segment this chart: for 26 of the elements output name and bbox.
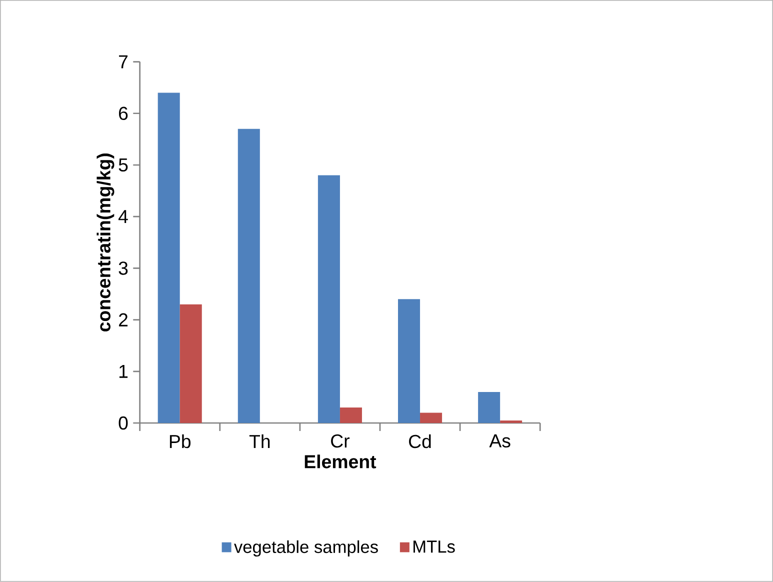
y-tick-label: 0 xyxy=(118,416,128,430)
y-tick-label: 1 xyxy=(119,365,128,378)
bar xyxy=(238,128,260,424)
y-tick-label: 4 xyxy=(118,210,128,224)
x-tick-label: As xyxy=(489,434,510,448)
y-tick-label: 3 xyxy=(118,262,128,275)
legend-label: MTLs xyxy=(414,540,455,553)
y-axis-title: concentratin(mg/kg) xyxy=(96,154,114,332)
x-tick-label: Th xyxy=(249,434,270,448)
bar xyxy=(318,175,340,424)
x-axis-title: Element xyxy=(304,454,376,468)
bar xyxy=(420,412,442,424)
bar xyxy=(158,92,180,424)
y-tick-label: 7 xyxy=(119,55,128,68)
y-tick-label: 2 xyxy=(119,313,128,326)
bar xyxy=(500,420,522,424)
bar xyxy=(180,304,202,424)
bar xyxy=(398,299,420,424)
y-tick-label: 6 xyxy=(119,106,128,120)
y-tick-label: 5 xyxy=(118,158,128,172)
bar xyxy=(478,392,500,424)
x-tick-label: Cd xyxy=(409,434,431,448)
legend-label: vegetable samples xyxy=(234,540,378,557)
x-tick-label: Cr xyxy=(331,434,350,448)
bar xyxy=(340,408,362,424)
x-tick-label: Pb xyxy=(170,434,190,448)
